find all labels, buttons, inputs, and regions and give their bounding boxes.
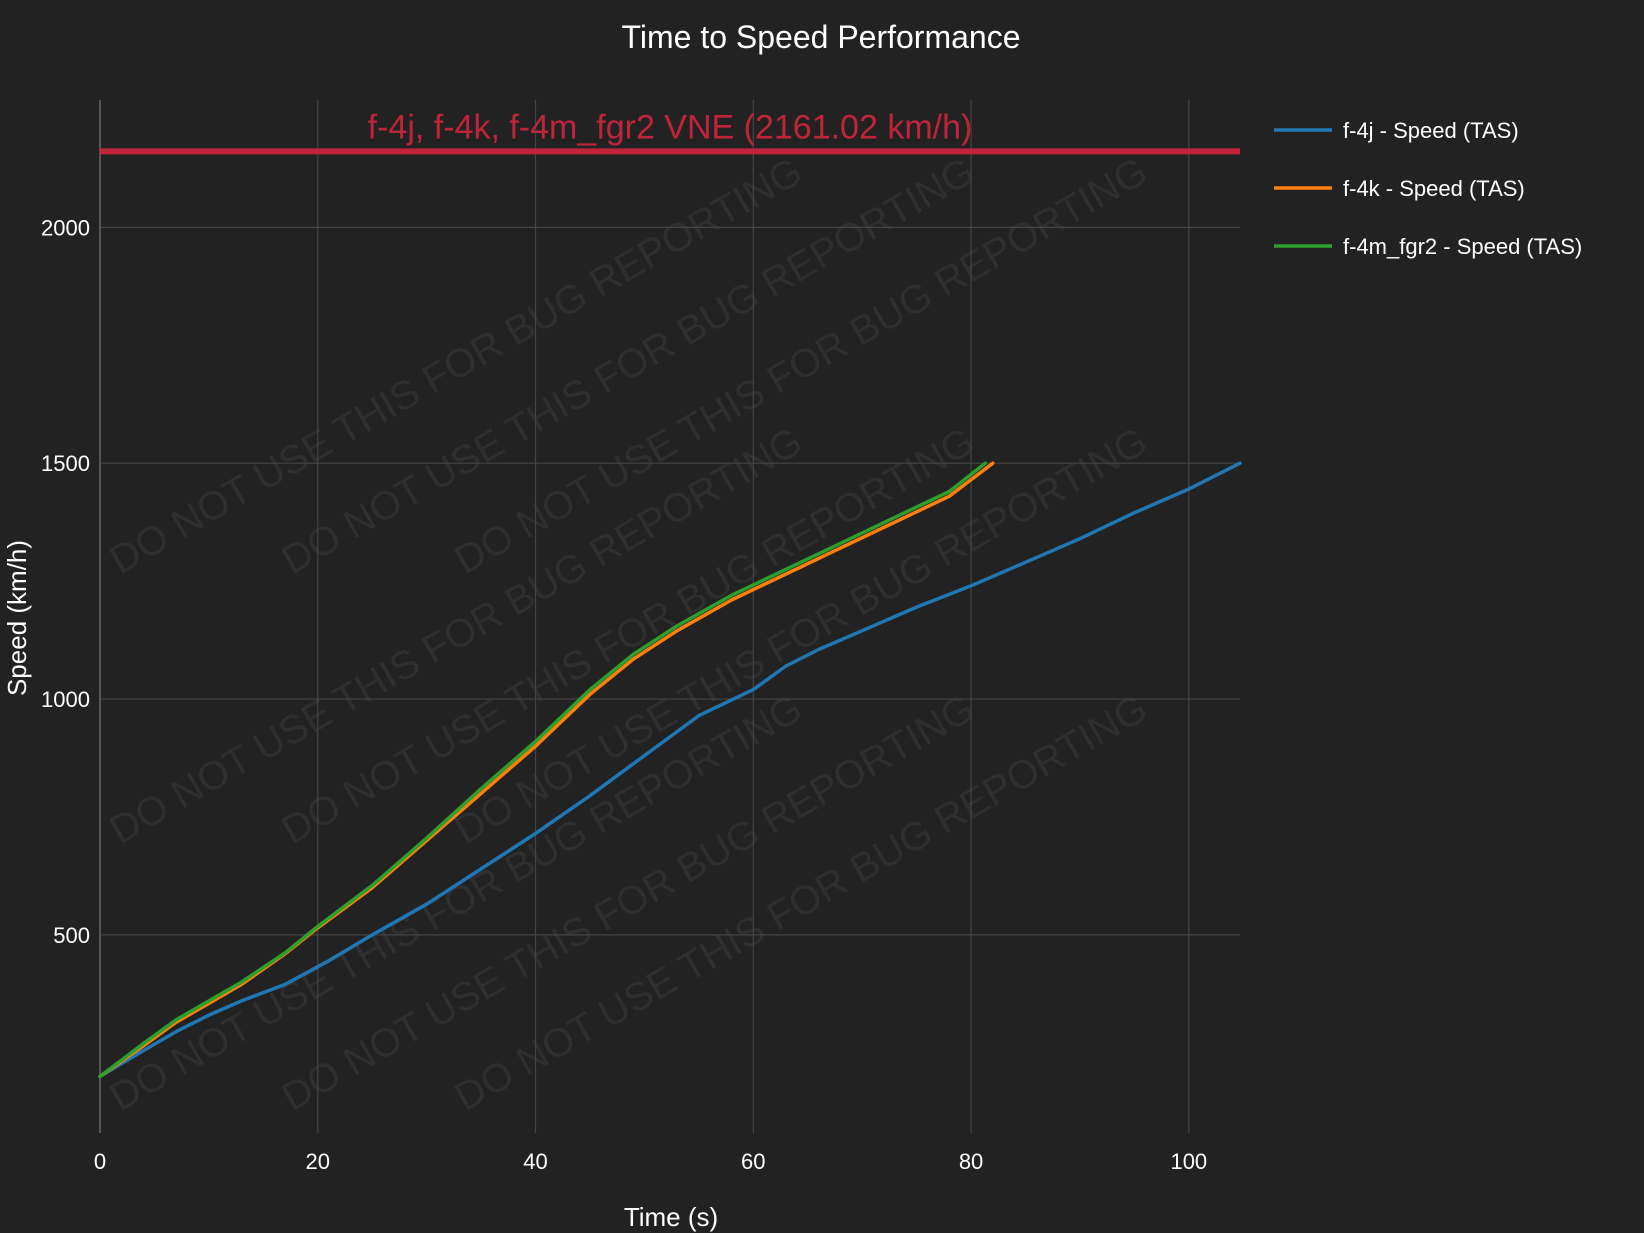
- reference-line-group: f-4j, f-4k, f-4m_fgr2 VNE (2161.02 km/h): [100, 108, 1240, 155]
- series-line-1: [98, 461, 1242, 1079]
- x-tick-label: 20: [306, 1149, 330, 1174]
- series-group: [98, 461, 1242, 1079]
- y-tick-label: 1500: [41, 451, 90, 476]
- legend-label: f-4m_fgr2 - Speed (TAS): [1343, 234, 1582, 259]
- y-tick-label: 2000: [41, 215, 90, 240]
- y-tick-label: 1000: [41, 687, 90, 712]
- x-tick-label: 80: [959, 1149, 983, 1174]
- axes: 0 20 40 60 80 100 500 1000 1500 2000: [41, 100, 1207, 1174]
- x-axis-title: Time (s): [624, 1202, 718, 1232]
- vne-reference-label: f-4j, f-4k, f-4m_fgr2 VNE (2161.02 km/h): [368, 108, 973, 146]
- x-tick-label: 40: [523, 1149, 547, 1174]
- watermark-text: DO NOT USE THIS FOR BUG REPORTING: [448, 686, 1155, 1120]
- legend-label: f-4j - Speed (TAS): [1343, 118, 1519, 143]
- x-tick-label: 60: [741, 1149, 765, 1174]
- series-line-2: [98, 461, 995, 1079]
- y-axis-title: Speed (km/h): [2, 540, 32, 696]
- legend: f-4j - Speed (TAS) f-4k - Speed (TAS) f-4m…: [1274, 118, 1582, 259]
- legend-label: f-4k - Speed (TAS): [1343, 176, 1525, 201]
- chart-title: Time to Speed Performance: [622, 19, 1021, 55]
- series-line-3: [98, 461, 987, 1079]
- y-tick-label: 500: [53, 923, 90, 948]
- x-tick-label: 0: [94, 1149, 106, 1174]
- x-tick-label: 100: [1170, 1149, 1207, 1174]
- grid: [100, 100, 1240, 1133]
